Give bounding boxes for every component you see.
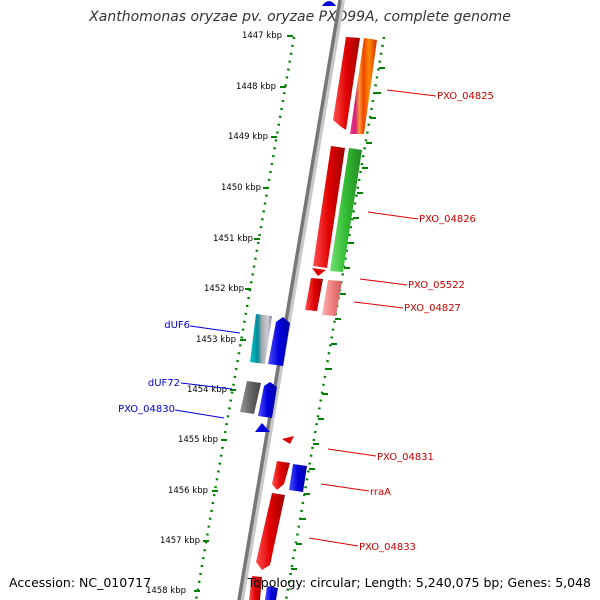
tick-label: 1453 kbp (196, 335, 236, 345)
tick-label: 1450 kbp (221, 183, 261, 193)
tick-label: 1452 kbp (204, 284, 244, 294)
tick-label: 1458 kbp (146, 586, 186, 596)
gene-features[interactable] (240, 37, 377, 600)
label-pxo04826: PXO_04826 (419, 214, 476, 225)
tick-1449: 1449 kbp (228, 132, 277, 142)
gene-duf72-arrow (258, 382, 277, 418)
tick-label: 1454 kbp (187, 385, 227, 395)
accession-text: Accession: NC_010717 (9, 575, 152, 590)
gene-pxo04831-red (272, 461, 290, 490)
map-title: Xanthomonas oryzae pv. oryzae PXO99A, co… (89, 9, 511, 25)
tick-label: 1448 kbp (236, 82, 276, 92)
tick-label: 1447 kbp (242, 31, 282, 41)
tick-label: 1456 kbp (168, 486, 208, 496)
gene-pxo04825-stripes (350, 38, 377, 134)
scale-ticks: 1447 kbp 1448 kbp 1449 kbp 1450 kbp 1451… (146, 31, 293, 596)
backbone-shadow (238, 0, 345, 600)
label-pxo04830: PXO_04830 (118, 404, 175, 415)
tick-label: 1455 kbp (178, 435, 218, 445)
tick-1448: 1448 kbp (236, 82, 286, 92)
backbone (237, 0, 342, 600)
gene-duf6-arrow (268, 317, 290, 366)
gene-pxo04830 (255, 423, 270, 432)
label-duf72: dUF72 (148, 378, 180, 389)
tick-label: 1451 kbp (213, 234, 253, 244)
gene-pxo04826-left (313, 146, 345, 268)
tick-1452: 1452 kbp (204, 284, 251, 294)
tick-1458: 1458 kbp (146, 586, 200, 596)
left-leaders (174, 325, 241, 419)
label-pxo05522: PXO_05522 (408, 280, 465, 291)
tick-1456: 1456 kbp (168, 486, 218, 496)
tick-1447: 1447 kbp (242, 31, 293, 41)
label-pxo04825: PXO_04825 (437, 91, 494, 102)
tick-1451: 1451 kbp (213, 234, 260, 244)
label-pxo04833: PXO_04833 (359, 542, 416, 553)
gene-bottom-blue (265, 586, 278, 600)
genome-summary-text: Topology: circular; Length: 5,240,075 bp… (247, 575, 591, 590)
gene-pxo04826-green (330, 148, 362, 272)
tick-1454: 1454 kbp (187, 385, 236, 395)
left-gene-labels[interactable]: dUF6 dUF72 PXO_04830 (118, 320, 190, 415)
gene-duf6-stripes (250, 314, 272, 364)
gene-bottom-red (249, 576, 262, 600)
label-rraA: rraA (370, 487, 391, 498)
tick-1450: 1450 kbp (221, 183, 269, 193)
top-marker (322, 1, 336, 6)
gene-pxo04827-pink (322, 280, 342, 316)
tick-1453: 1453 kbp (196, 335, 246, 345)
gene-pxo04825-arrow (333, 37, 360, 130)
gene-rraA (289, 464, 307, 492)
label-duf6: dUF6 (164, 320, 190, 331)
scale-ticks-right (291, 67, 385, 570)
right-gene-labels[interactable]: PXO_04825 PXO_04826 PXO_05522 PXO_04827 … (359, 91, 494, 553)
right-leaders (308, 89, 437, 547)
tick-1457: 1457 kbp (160, 536, 209, 546)
tick-1455: 1455 kbp (178, 435, 227, 445)
tick-label: 1449 kbp (228, 132, 268, 142)
tick-label: 1457 kbp (160, 536, 200, 546)
gene-pxo04833 (256, 493, 285, 570)
label-pxo04827: PXO_04827 (404, 303, 461, 314)
gene-pxo05522 (312, 268, 326, 276)
gene-pxo04827-red (305, 278, 323, 311)
gene-duf72 (240, 381, 261, 414)
label-pxo04831: PXO_04831 (377, 452, 434, 463)
gene-pxo04831 (282, 436, 294, 444)
